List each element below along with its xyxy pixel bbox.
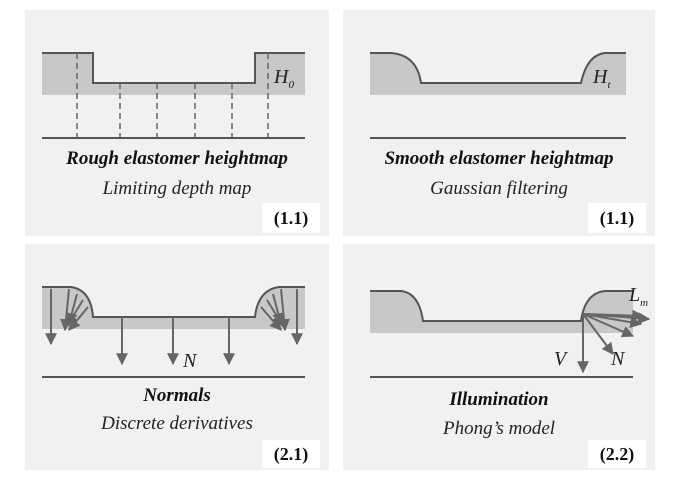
panel-rough-heightmap: H0 Rough elastomer heightmap Limiting de… [25, 10, 329, 236]
depth-sampling-lines [76, 53, 269, 138]
smooth-tag: (1.1) [588, 203, 646, 233]
normal-vector [582, 313, 614, 355]
panel-illumination: Lm V N Illumination Phong’s model (2.2) [343, 244, 655, 470]
illum-title: Illumination [449, 389, 549, 410]
rough-heightmap-diagram [42, 52, 305, 139]
n-label: N [183, 350, 197, 372]
normals-title: Normals [143, 385, 211, 406]
normals-subtitle: Discrete derivatives [101, 413, 253, 434]
illum-tag: (2.2) [588, 440, 646, 468]
n-label: N [611, 348, 625, 370]
smooth-heightmap-diagram [370, 52, 626, 139]
panel-smooth-heightmap: Ht Smooth elastomer heightmap Gaussian f… [343, 10, 655, 236]
panel-normals: N Normals Discrete derivatives (2.1) [25, 244, 329, 470]
illumination-diagram [370, 290, 651, 378]
normals-diagram [42, 286, 305, 378]
smooth-profile-fill [370, 53, 626, 95]
smooth-subtitle: Gaussian filtering [430, 178, 568, 199]
rough-title: Rough elastomer heightmap [66, 148, 288, 169]
rough-profile-fill [42, 53, 305, 95]
normals-profile-fill [42, 287, 305, 329]
ht-label: Ht [593, 66, 611, 91]
lm-label: Lm [629, 284, 649, 309]
illum-profile-line [370, 290, 633, 322]
illum-subtitle: Phong’s model [442, 418, 556, 439]
normals-tag: (2.1) [262, 440, 320, 468]
rough-profile-line [42, 52, 305, 84]
illumination-arrows [577, 309, 651, 374]
smooth-profile-line [370, 52, 626, 84]
h0-label: H0 [274, 66, 294, 91]
rough-tag: (1.1) [262, 203, 320, 233]
v-label: V [554, 348, 567, 370]
rough-subtitle: Limiting depth map [102, 178, 252, 199]
smooth-title: Smooth elastomer heightmap [384, 148, 614, 169]
normal-arrows [45, 288, 303, 366]
illum-profile-fill [370, 291, 633, 333]
